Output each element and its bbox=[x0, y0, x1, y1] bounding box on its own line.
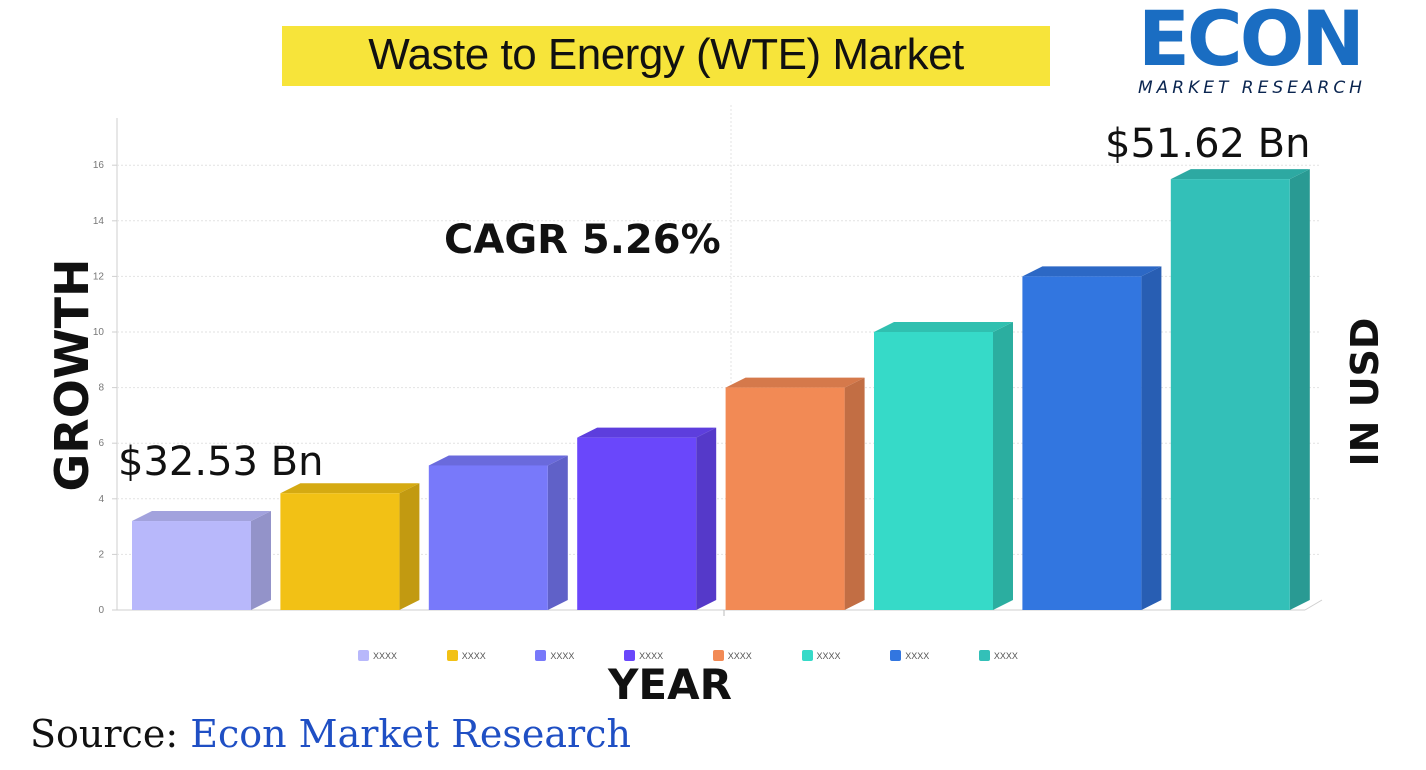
legend-label: XXXX bbox=[816, 651, 841, 661]
y-tick-label: 12 bbox=[93, 271, 105, 282]
bar bbox=[132, 521, 251, 610]
legend-swatch bbox=[801, 650, 813, 661]
logo-wordmark: ECON bbox=[1138, 0, 1365, 83]
legend-swatch bbox=[535, 650, 547, 661]
bar-side bbox=[399, 483, 420, 610]
bar bbox=[1170, 179, 1290, 610]
bar bbox=[725, 387, 845, 610]
bar bbox=[428, 465, 548, 610]
legend-swatch bbox=[978, 650, 990, 661]
legend-swatch bbox=[446, 650, 458, 661]
bar-top bbox=[874, 322, 1013, 332]
bar-top bbox=[280, 483, 420, 494]
bar bbox=[577, 437, 697, 610]
y-axis-title: GROWTH bbox=[45, 258, 99, 492]
source-line: Source: Econ Market Research bbox=[30, 712, 631, 756]
legend-label: XXXX bbox=[550, 651, 575, 661]
econ-logo: ECON MARKET RESEARCH bbox=[1138, 0, 1398, 102]
legend-swatch bbox=[712, 650, 724, 661]
bar-top bbox=[577, 427, 717, 438]
start-value-label: $32.53 Bn bbox=[118, 439, 323, 485]
bar-top bbox=[132, 511, 271, 522]
bar-side bbox=[844, 377, 865, 610]
bar bbox=[874, 332, 993, 610]
bar-side bbox=[547, 455, 568, 610]
legend-label: XXXX bbox=[639, 651, 664, 661]
bar-top bbox=[1022, 266, 1162, 277]
y-tick-label: 0 bbox=[98, 605, 104, 616]
legend-swatch bbox=[624, 650, 636, 661]
legend-label: XXXX bbox=[727, 651, 752, 661]
bar-top bbox=[1170, 169, 1310, 180]
bar-top bbox=[428, 455, 568, 466]
bar-side bbox=[1289, 169, 1310, 610]
source-prefix: Source: bbox=[30, 712, 179, 756]
legend-swatch bbox=[890, 650, 902, 661]
bar-side bbox=[1141, 266, 1162, 610]
y-tick-label: 10 bbox=[93, 327, 105, 338]
title-highlight: Waste to Energy (WTE) Market bbox=[282, 26, 1050, 86]
bar bbox=[1022, 276, 1142, 610]
bar-side bbox=[696, 427, 717, 610]
legend-label: XXXX bbox=[373, 651, 398, 661]
chart-title: Waste to Energy (WTE) Market bbox=[368, 30, 964, 79]
y-tick-label: 8 bbox=[98, 383, 104, 394]
bar-top bbox=[725, 377, 865, 388]
bar-side bbox=[251, 511, 271, 610]
x-axis-title: YEAR bbox=[608, 660, 732, 709]
y-tick-label: 6 bbox=[98, 438, 104, 449]
cagr-label: CAGR 5.26% bbox=[444, 217, 721, 263]
source-org: Econ Market Research bbox=[190, 712, 631, 756]
y-tick-label: 2 bbox=[98, 549, 104, 560]
legend-label: XXXX bbox=[461, 651, 486, 661]
legend-label: XXXX bbox=[905, 651, 930, 661]
bar-side bbox=[993, 322, 1013, 610]
end-value-label: $51.62 Bn bbox=[1105, 121, 1310, 167]
legend-label: XXXX bbox=[993, 651, 1018, 661]
x-axis-depth-line bbox=[1304, 599, 1323, 611]
legend-swatch bbox=[358, 650, 369, 661]
bar bbox=[280, 493, 400, 610]
y-tick-label: 14 bbox=[93, 216, 105, 227]
y-tick-label: 4 bbox=[98, 494, 104, 505]
unit-axis-title: IN USD bbox=[1343, 317, 1387, 467]
logo-tagline: MARKET RESEARCH bbox=[1138, 78, 1366, 98]
y-tick-label: 16 bbox=[93, 160, 105, 171]
